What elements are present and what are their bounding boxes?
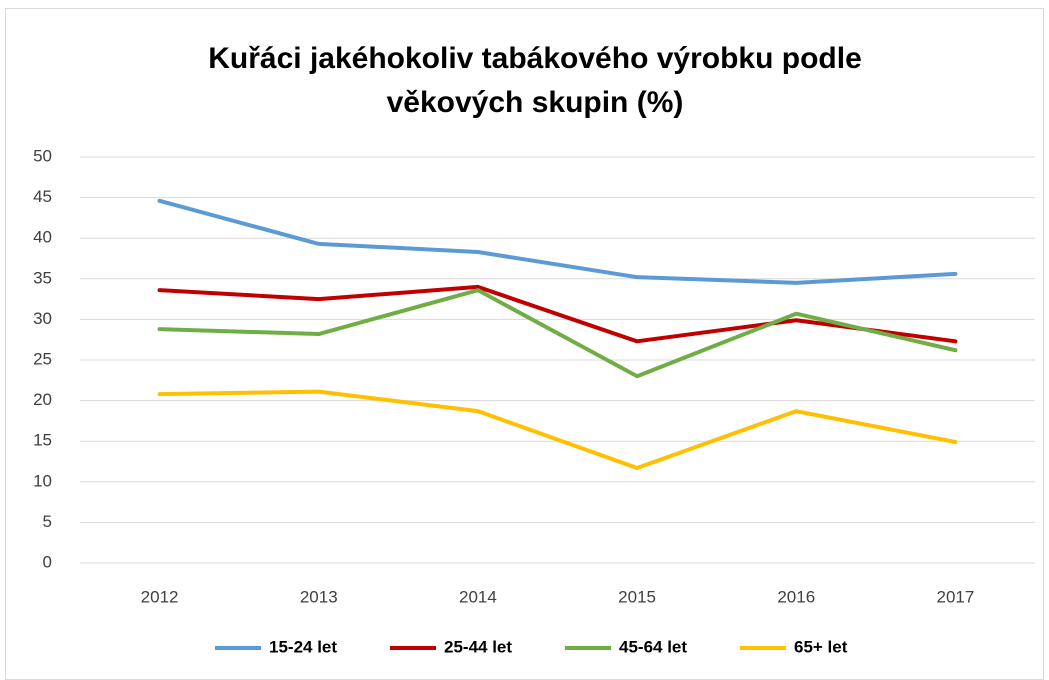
y-tick-label: 10 <box>33 471 52 490</box>
chart-frame <box>5 8 1044 680</box>
y-tick-label: 5 <box>43 512 52 531</box>
series-line <box>157 198 958 285</box>
series-line <box>157 288 958 379</box>
y-tick-label: 40 <box>33 228 52 247</box>
x-tick-label: 2014 <box>459 587 497 606</box>
y-tick-label: 15 <box>33 431 52 450</box>
x-tick-label: 2012 <box>141 587 179 606</box>
x-tick-label: 2015 <box>618 587 656 606</box>
legend-label: 65+ let <box>794 637 848 656</box>
y-tick-label: 35 <box>33 268 52 287</box>
legend-label: 45-64 let <box>619 637 687 656</box>
series-line <box>157 284 958 344</box>
x-tick-label: 2016 <box>777 587 815 606</box>
y-tick-label: 50 <box>33 146 52 165</box>
legend-label: 25-44 let <box>444 637 512 656</box>
legend-label: 15-24 let <box>269 637 337 656</box>
series-line <box>157 389 958 470</box>
x-tick-label: 2013 <box>300 587 338 606</box>
x-tick-label: 2017 <box>937 587 975 606</box>
y-tick-label: 0 <box>43 552 52 571</box>
chart-title: Kuřáci jakéhokoliv tabákového výrobku po… <box>208 42 862 75</box>
y-tick-label: 25 <box>33 349 52 368</box>
y-tick-label: 30 <box>33 309 52 328</box>
chart-title: věkových skupin (%) <box>387 86 684 119</box>
y-tick-label: 45 <box>33 187 52 206</box>
y-tick-label: 20 <box>33 390 52 409</box>
